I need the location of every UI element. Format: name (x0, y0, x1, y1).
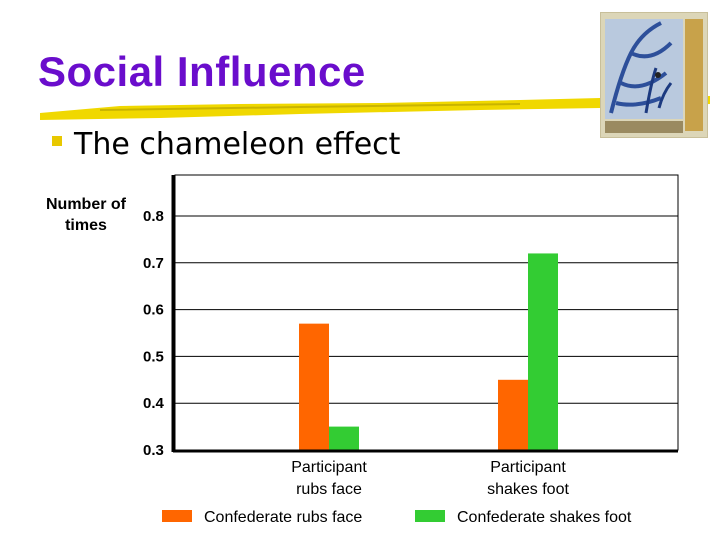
bar (528, 253, 558, 450)
x-tick-label: Participant shakes foot (487, 459, 569, 498)
y-tick-label: 0.5 (143, 348, 164, 365)
y-tick-label: 0.7 (143, 255, 164, 272)
legend-item: Confederate rubs face (162, 509, 362, 529)
legend-item: Confederate shakes foot (415, 509, 631, 529)
title-underline (40, 96, 710, 120)
bullet-marker-icon (52, 135, 62, 146)
bar (498, 379, 528, 450)
y-tick-label: 0.8 (143, 208, 164, 225)
y-tick-label: 0.3 (143, 442, 164, 459)
legend-label: Confederate shakes foot (457, 509, 632, 526)
bar (329, 426, 359, 450)
slide-title: Social Influence (38, 48, 366, 95)
legend-swatch (162, 509, 192, 522)
x-tick-label: Participant rubs face (291, 459, 367, 498)
bullet-text: The chameleon effect (74, 127, 401, 162)
y-axis-label: Number of times (46, 196, 126, 234)
legend-label: Confederate rubs face (204, 509, 363, 526)
y-tick-label: 0.6 (143, 302, 164, 319)
legend-swatch (415, 509, 445, 522)
bar (299, 323, 329, 450)
bullet-item: The chameleon effect (52, 127, 400, 162)
book-cover-image (600, 12, 708, 138)
y-tick-label: 0.4 (143, 395, 165, 412)
